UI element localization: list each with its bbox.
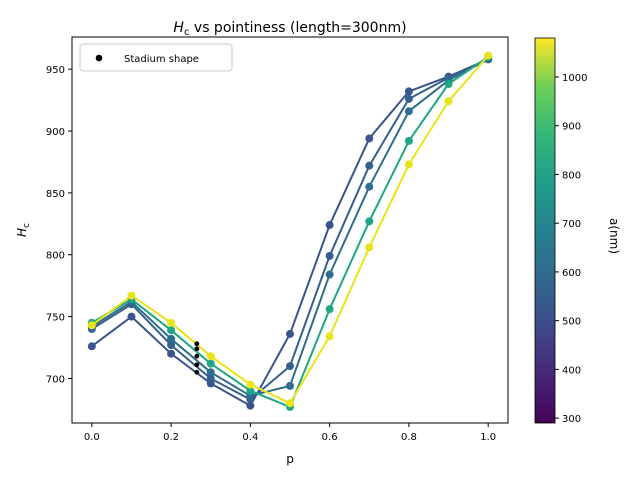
data-point bbox=[246, 386, 255, 395]
chart-title: Hc vs pointiness (length=300nm) bbox=[173, 20, 406, 38]
x-tick-label: 0.0 bbox=[84, 432, 100, 443]
colorbar-tick-label: 900 bbox=[562, 122, 581, 133]
y-tick-label: 850 bbox=[46, 189, 65, 200]
stadium-point bbox=[194, 369, 200, 375]
data-point bbox=[286, 329, 294, 338]
data-point bbox=[127, 291, 136, 300]
series-line-2 bbox=[91, 58, 489, 397]
data-point bbox=[286, 362, 294, 371]
legend-box bbox=[79, 43, 233, 72]
data-point bbox=[444, 80, 453, 89]
data-point bbox=[404, 87, 413, 96]
data-point bbox=[87, 321, 96, 330]
colorbar-tick-label: 800 bbox=[562, 170, 581, 181]
x-tick-label: 0.4 bbox=[242, 432, 258, 443]
data-point bbox=[325, 270, 334, 279]
y-tick-label: 700 bbox=[46, 374, 65, 385]
data-point bbox=[246, 401, 255, 410]
legend-marker-dot bbox=[95, 54, 103, 62]
data-point bbox=[444, 97, 453, 106]
data-point bbox=[365, 134, 374, 143]
plot-frame bbox=[71, 36, 509, 424]
stadium-point bbox=[194, 353, 200, 359]
data-point bbox=[404, 94, 413, 103]
data-point bbox=[286, 381, 294, 390]
plot-area bbox=[87, 51, 493, 411]
x-tick-label: 0.2 bbox=[163, 432, 179, 443]
x-tick-label: 0.8 bbox=[401, 432, 417, 443]
stadium-point bbox=[194, 341, 200, 347]
data-point bbox=[167, 341, 176, 350]
colorbar-tick-label: 700 bbox=[562, 219, 581, 230]
data-point bbox=[206, 359, 215, 368]
data-point bbox=[365, 182, 374, 191]
colorbar-tick-label: 400 bbox=[562, 365, 581, 376]
colorbar-tick-label: 600 bbox=[562, 268, 581, 279]
colorbar-tick-label: 1000 bbox=[562, 73, 587, 84]
data-point bbox=[325, 251, 334, 260]
legend-label: Stadium shape bbox=[124, 54, 199, 65]
y-axis-label: Hc bbox=[15, 223, 32, 237]
data-point bbox=[325, 332, 334, 341]
colorbar-label: a(nm) bbox=[607, 218, 621, 254]
y-tick-label: 900 bbox=[46, 127, 65, 138]
data-point bbox=[404, 107, 413, 116]
data-point bbox=[404, 160, 413, 169]
y-tick-label: 950 bbox=[46, 65, 65, 76]
data-point bbox=[206, 368, 215, 377]
data-point bbox=[286, 399, 294, 408]
colorbar-tick-label: 500 bbox=[562, 317, 581, 328]
x-tick-label: 1.0 bbox=[480, 432, 496, 443]
data-point bbox=[365, 243, 374, 252]
data-point bbox=[365, 217, 374, 226]
data-point bbox=[127, 312, 136, 321]
data-point bbox=[325, 221, 334, 230]
series-line-1 bbox=[91, 58, 489, 401]
y-tick-label: 750 bbox=[46, 313, 65, 324]
data-point bbox=[167, 326, 176, 335]
data-point bbox=[87, 342, 96, 351]
data-point bbox=[484, 51, 493, 60]
data-point bbox=[404, 136, 413, 145]
legend: Stadium shape bbox=[79, 43, 233, 72]
series-line-4 bbox=[91, 54, 489, 405]
data-point bbox=[167, 318, 176, 327]
x-axis: 0.0 0.2 0.4 0.6 0.8 1.0 bbox=[84, 423, 496, 443]
data-point bbox=[167, 334, 176, 343]
data-point bbox=[206, 352, 215, 361]
data-point bbox=[246, 380, 255, 389]
data-point bbox=[325, 305, 334, 314]
y-tick-label: 800 bbox=[46, 251, 65, 262]
colorbar: 300 400 500 600 700 800 900 1000 a(nm) bbox=[534, 37, 621, 425]
x-tick-label: 0.6 bbox=[322, 432, 338, 443]
y-axis: 700 750 800 850 900 950 bbox=[46, 65, 72, 385]
stadium-point bbox=[194, 362, 200, 368]
data-point bbox=[167, 349, 176, 358]
colorbar-gradient bbox=[534, 37, 556, 424]
stadium-point bbox=[194, 346, 200, 352]
x-axis-label: p bbox=[286, 452, 294, 466]
colorbar-tick-label: 300 bbox=[562, 414, 581, 425]
data-point bbox=[365, 161, 374, 170]
data-point bbox=[206, 374, 215, 383]
series-line-3 bbox=[91, 55, 489, 408]
